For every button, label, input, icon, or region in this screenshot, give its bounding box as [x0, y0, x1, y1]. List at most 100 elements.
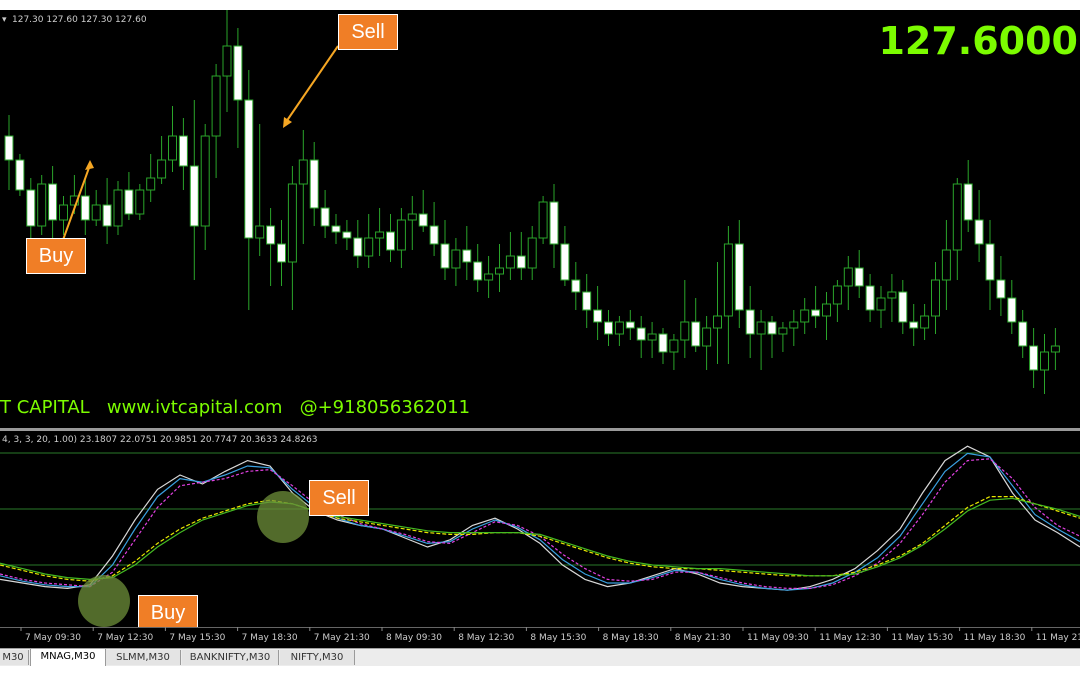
candle-body	[778, 327, 788, 335]
candle-body	[287, 183, 297, 263]
candle-body	[277, 243, 286, 263]
main-price-chart[interactable]: ▾ 127.30 127.60 127.30 127.60 127.6000 T…	[0, 10, 1080, 428]
stochastic-indicator: 4, 3, 3, 20, 1.00) 23.1807 22.0751 20.98…	[0, 435, 1080, 627]
candle-body	[407, 213, 417, 221]
stochastic-blue-line	[0, 452, 1080, 591]
sell-arrow	[285, 45, 339, 123]
candle-body	[822, 303, 831, 317]
symbol-tab-mnag-m30[interactable]: MNAG,M30	[30, 649, 106, 666]
candle-body	[931, 279, 940, 317]
candle-body	[505, 255, 515, 269]
candle-body	[15, 159, 25, 191]
candle-body	[604, 321, 613, 335]
candle-body	[4, 135, 14, 161]
candle-body	[800, 309, 810, 323]
candle-body	[124, 189, 134, 215]
candle-body	[157, 159, 167, 179]
time-label: 11 May 15:30	[891, 633, 953, 643]
candle-body	[974, 219, 984, 245]
candle-body	[189, 165, 199, 227]
candle-body	[495, 267, 504, 275]
candle-body	[91, 204, 101, 221]
watermark-text: T CAPITAL www.ivtcapital.com @+918056362…	[0, 397, 470, 418]
time-label: 7 May 21:30	[314, 633, 370, 643]
candle-body	[429, 225, 439, 245]
candle-body	[658, 333, 668, 353]
symbol-tab-m30[interactable]: M30	[0, 650, 29, 665]
candle-body	[233, 45, 243, 101]
candle-body	[418, 213, 428, 227]
candle-body	[48, 183, 58, 221]
candle-body	[920, 315, 930, 329]
candle-body	[734, 243, 744, 311]
candle-body	[80, 195, 90, 221]
stochastic-signal-line	[0, 458, 1080, 589]
candle-body	[865, 285, 875, 311]
candle-body	[811, 309, 821, 317]
candle-body	[375, 231, 385, 239]
pane-divider[interactable]	[0, 428, 1080, 431]
candle-body	[222, 45, 232, 77]
candle-body	[178, 135, 188, 167]
symbol-tab-banknifty-m30[interactable]: BANKNIFTY,M30	[182, 650, 279, 665]
buy-highlight-circle	[78, 575, 130, 627]
time-label: 7 May 12:30	[97, 633, 153, 643]
buy-arrowhead-icon	[85, 160, 94, 170]
indicator-lines	[0, 445, 1080, 591]
ohlc-header: 127.30 127.60 127.30 127.60	[12, 15, 147, 25]
candle-body	[963, 183, 973, 221]
candle-body	[168, 135, 177, 161]
candle-body	[386, 231, 395, 251]
candle-body	[484, 273, 494, 281]
candle-body	[1029, 345, 1039, 371]
candle-body	[538, 201, 548, 239]
candle-body	[331, 225, 341, 233]
candle-body	[941, 249, 951, 281]
candle-body	[309, 159, 319, 209]
time-label: 8 May 15:30	[530, 633, 586, 643]
candle-body	[462, 249, 472, 263]
indicator-pane[interactable]: 4, 3, 3, 20, 1.00) 23.1807 22.0751 20.98…	[0, 431, 1080, 631]
candle-body	[723, 243, 733, 317]
candle-body	[364, 237, 374, 257]
candle-body	[789, 321, 799, 329]
price-label: 127.6000	[878, 19, 1078, 63]
candle-body	[560, 243, 570, 281]
candle-body	[625, 321, 635, 329]
candle-body	[396, 219, 406, 251]
candle-body	[244, 99, 254, 239]
symbol-tab-slmm-m30[interactable]: SLMM,M30	[106, 650, 181, 665]
symbol-tab-nifty-m30[interactable]: NIFTY,M30	[280, 650, 355, 665]
time-label: 8 May 12:30	[458, 633, 514, 643]
candle-body	[255, 225, 265, 239]
candle-body	[647, 333, 657, 341]
candle-body	[200, 135, 210, 227]
candle-body	[952, 183, 962, 251]
time-label: 7 May 09:30	[25, 633, 81, 643]
indicator-buy-callout: Buy	[138, 595, 198, 631]
candle-body	[1050, 345, 1060, 353]
time-label: 8 May 21:30	[675, 633, 731, 643]
candle-body	[102, 204, 112, 227]
time-label: 8 May 09:30	[386, 633, 442, 643]
candle-body	[37, 183, 47, 227]
candle-body	[342, 231, 352, 239]
candle-body	[854, 267, 864, 287]
candle-body	[298, 159, 308, 185]
time-label: 8 May 18:30	[603, 633, 659, 643]
candle-body	[320, 207, 330, 227]
candle-body	[571, 279, 581, 293]
indicator-header: 4, 3, 3, 20, 1.00) 23.1807 22.0751 20.98…	[2, 435, 318, 445]
candle-body	[549, 201, 559, 245]
time-label: 11 May 09:30	[747, 633, 809, 643]
candle-body	[843, 267, 853, 287]
time-label: 7 May 15:30	[169, 633, 225, 643]
buy-callout: Buy	[26, 238, 86, 274]
candle-body	[582, 291, 592, 311]
candle-body	[996, 279, 1006, 299]
candle-body	[909, 321, 919, 329]
candle-body	[593, 309, 603, 323]
candle-body	[113, 189, 123, 227]
time-label: 11 May 18:30	[964, 633, 1026, 643]
